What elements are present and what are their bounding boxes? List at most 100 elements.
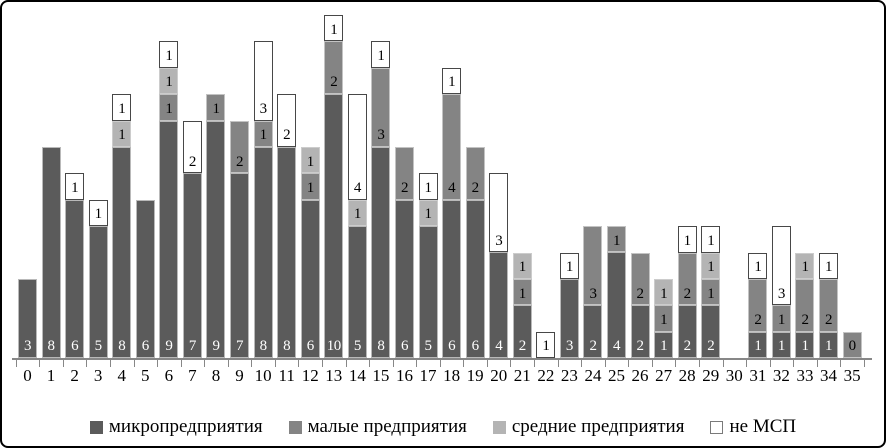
bar-14-segment-medium: 1 xyxy=(347,199,367,227)
bar-1-segment-micro: 8 xyxy=(41,146,61,358)
segment-value-label: 3 xyxy=(377,127,385,144)
legend-label-medium: средние предприятия xyxy=(511,416,685,437)
bar-16-segment-small: 2 xyxy=(394,146,414,200)
bar-15-segment-small: 3 xyxy=(371,67,391,147)
x-axis-label-3: 3 xyxy=(93,366,103,385)
x-axis-tick xyxy=(816,360,818,367)
x-axis-label-7: 7 xyxy=(188,366,197,385)
bar-10-segment-micro: 8 xyxy=(253,146,273,358)
bar-0: 3 xyxy=(18,278,37,358)
bar-7-segment-micro: 7 xyxy=(182,173,202,358)
bar-24-segment-small: 3 xyxy=(583,226,603,306)
segment-value-label: 1 xyxy=(330,21,338,38)
x-axis-tick xyxy=(345,360,347,367)
bar-18-segment-nonsme: 1 xyxy=(442,67,462,95)
segment-value-label: 1 xyxy=(212,100,220,117)
segment-value-label: 9 xyxy=(165,338,173,355)
bar-11-segment-nonsme: 2 xyxy=(277,94,297,147)
segment-value-label: 1 xyxy=(825,338,833,355)
segment-value-label: 8 xyxy=(259,338,268,355)
bar-35-segment-small: 0 xyxy=(842,331,862,358)
segment-value-label: 1 xyxy=(94,206,103,223)
segment-value-label: 1 xyxy=(565,259,574,276)
bar-11-segment-micro: 8 xyxy=(277,146,297,358)
segment-value-label: 1 xyxy=(777,338,786,355)
bar-32-segment-nonsme: 3 xyxy=(771,226,791,306)
bar-17: 5 1 1 xyxy=(418,173,438,358)
chart-legend: микропредприятия малые предприятия средние… xyxy=(2,416,884,438)
bar-9-segment-small: 2 xyxy=(230,120,250,174)
segment-value-label: 1 xyxy=(707,259,715,276)
x-axis-tick xyxy=(698,360,700,367)
legend-label-nonsme: не МСП xyxy=(729,416,797,437)
x-axis-tick xyxy=(251,360,253,367)
bar-6-segment-small: 1 xyxy=(159,94,179,121)
segment-value-label: 2 xyxy=(400,179,409,196)
segment-value-label: 6 xyxy=(400,338,409,355)
bar-6: 9 1 1 1 xyxy=(159,41,179,358)
x-axis-label-32: 32 xyxy=(772,366,790,385)
bar-7-segment-nonsme: 2 xyxy=(182,120,202,174)
x-axis-label-10: 10 xyxy=(254,366,272,385)
x-axis-label-9: 9 xyxy=(235,366,244,385)
segment-value-label: 1 xyxy=(707,232,715,249)
segment-value-label: 8 xyxy=(283,338,291,355)
bar-32: 1 1 3 xyxy=(771,226,791,358)
segment-value-label: 1 xyxy=(306,153,315,170)
bar-29-segment-medium: 1 xyxy=(701,252,721,279)
segment-value-label: 1 xyxy=(165,48,173,65)
bar-10: 8 1 3 xyxy=(253,41,273,358)
x-axis-label-19: 19 xyxy=(466,366,484,385)
segment-value-label: 1 xyxy=(801,259,809,276)
bar-12-segment-micro: 6 xyxy=(300,199,320,358)
bar-34: 1 2 1 xyxy=(819,252,839,358)
bar-5: 6 xyxy=(135,199,155,358)
bar-19-segment-micro: 6 xyxy=(465,199,485,358)
x-axis-tick xyxy=(180,360,182,367)
segment-value-label: 8 xyxy=(118,338,126,355)
x-axis-label-17: 17 xyxy=(419,366,437,385)
x-axis-tick xyxy=(863,360,865,367)
segment-value-label: 1 xyxy=(306,179,315,196)
x-axis-tick xyxy=(651,360,653,367)
bar-21: 2 1 1 xyxy=(512,252,532,358)
bar-13-segment-micro: 10 xyxy=(324,94,344,358)
segment-value-label: 2 xyxy=(683,338,692,355)
x-axis-label-6: 6 xyxy=(164,366,174,385)
x-axis-line xyxy=(12,358,872,360)
x-axis-label-23: 23 xyxy=(560,366,578,385)
x-axis-label-16: 16 xyxy=(395,366,413,385)
x-axis-label-29: 29 xyxy=(702,366,720,385)
legend-label-micro: микропредприятия xyxy=(108,416,263,437)
bar-34-segment-micro: 1 xyxy=(819,331,839,358)
x-axis-tick xyxy=(298,360,300,367)
segment-value-label: 1 xyxy=(165,100,173,117)
bar-3-segment-nonsme: 1 xyxy=(88,199,108,227)
bar-27: 1 1 1 xyxy=(654,278,674,358)
segment-value-label: 6 xyxy=(471,338,480,355)
bar-10-segment-small: 1 xyxy=(253,120,273,147)
bar-2-segment-micro: 6 xyxy=(65,199,85,358)
x-axis-tick xyxy=(604,360,606,367)
bar-1: 8 xyxy=(41,146,61,358)
x-axis-tick xyxy=(534,360,536,367)
bar-17-segment-micro: 5 xyxy=(418,226,438,358)
segment-value-label: 2 xyxy=(236,153,244,170)
x-axis-label-2: 2 xyxy=(70,366,79,385)
bar-29-segment-nonsme: 1 xyxy=(701,226,721,253)
x-axis-label-35: 35 xyxy=(843,366,861,385)
bar-25-segment-micro: 4 xyxy=(607,252,626,358)
segment-value-label: 2 xyxy=(754,311,762,328)
x-axis-label-13: 13 xyxy=(325,366,343,385)
segment-value-label: 1 xyxy=(777,311,786,328)
x-axis-tick xyxy=(204,360,206,367)
x-axis-tick xyxy=(39,360,41,367)
legend-label-small: малые предприятия xyxy=(307,416,467,437)
segment-value-label: 6 xyxy=(448,338,456,355)
x-axis-tick xyxy=(274,360,276,367)
bar-6-segment-micro: 9 xyxy=(159,120,179,358)
segment-value-label: 1 xyxy=(542,338,550,355)
x-axis-tick xyxy=(416,360,418,367)
